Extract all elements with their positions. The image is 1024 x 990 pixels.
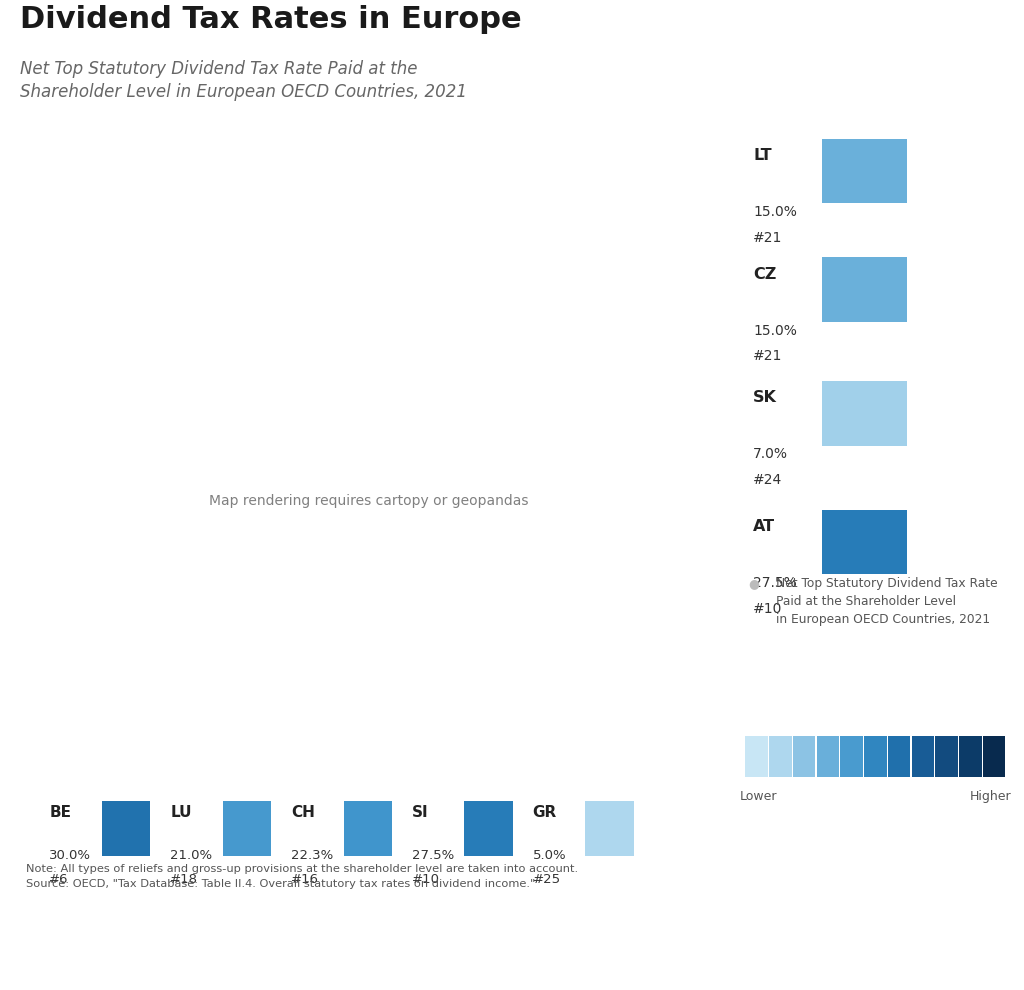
Text: Higher: Higher — [970, 790, 1012, 803]
Bar — [983, 736, 1006, 777]
Bar — [769, 736, 792, 777]
Text: SK: SK — [753, 390, 777, 406]
Text: #6: #6 — [49, 873, 69, 886]
Text: #21: #21 — [753, 231, 782, 245]
Text: #18: #18 — [170, 873, 198, 886]
Bar — [102, 801, 151, 855]
Text: #16: #16 — [291, 873, 318, 886]
Text: #10: #10 — [412, 873, 439, 886]
Text: 15.0%: 15.0% — [753, 324, 797, 338]
Text: #10: #10 — [753, 602, 782, 616]
Text: Lower: Lower — [740, 790, 778, 803]
Text: CZ: CZ — [753, 266, 776, 282]
Text: 27.5%: 27.5% — [412, 849, 454, 862]
Bar — [864, 736, 887, 777]
Text: 22.3%: 22.3% — [291, 849, 333, 862]
Text: LU: LU — [170, 806, 191, 821]
Bar — [822, 510, 907, 574]
Text: Map rendering requires cartopy or geopandas: Map rendering requires cartopy or geopan… — [209, 494, 528, 508]
Text: 7.0%: 7.0% — [753, 447, 788, 461]
Bar — [223, 801, 271, 855]
Text: BE: BE — [49, 806, 72, 821]
Text: SI: SI — [412, 806, 428, 821]
Text: 5.0%: 5.0% — [532, 849, 566, 862]
Bar — [911, 736, 934, 777]
Text: Net Top Statutory Dividend Tax Rate Paid at the
Shareholder Level in European OE: Net Top Statutory Dividend Tax Rate Paid… — [20, 59, 468, 101]
Text: 15.0%: 15.0% — [753, 205, 797, 219]
Bar — [586, 801, 634, 855]
Text: 21.0%: 21.0% — [170, 849, 212, 862]
Bar — [888, 736, 910, 777]
Bar — [817, 736, 840, 777]
Bar — [822, 139, 907, 203]
Text: GR: GR — [532, 806, 557, 821]
Text: 30.0%: 30.0% — [49, 849, 91, 862]
Bar — [344, 801, 392, 855]
Text: Net Top Statutory Dividend Tax Rate
Paid at the Shareholder Level
in European OE: Net Top Statutory Dividend Tax Rate Paid… — [776, 577, 997, 627]
Text: ●: ● — [749, 577, 759, 590]
Bar — [465, 801, 513, 855]
Text: CH: CH — [291, 806, 314, 821]
Bar — [935, 736, 957, 777]
Text: TAX FOUNDATION: TAX FOUNDATION — [15, 949, 209, 969]
Text: Note: All types of reliefs and gross-up provisions at the shareholder level are : Note: All types of reliefs and gross-up … — [26, 864, 578, 889]
Bar — [745, 736, 768, 777]
Bar — [793, 736, 815, 777]
Text: 27.5%: 27.5% — [753, 576, 797, 590]
Text: @TaxFoundation: @TaxFoundation — [872, 950, 1009, 968]
Text: #24: #24 — [753, 473, 782, 487]
Bar — [959, 736, 982, 777]
Bar — [822, 381, 907, 446]
Bar — [822, 257, 907, 322]
Text: Dividend Tax Rates in Europe: Dividend Tax Rates in Europe — [20, 5, 522, 34]
Text: #21: #21 — [753, 349, 782, 363]
Text: AT: AT — [753, 519, 775, 535]
Text: LT: LT — [753, 148, 772, 163]
Bar — [841, 736, 863, 777]
Text: #25: #25 — [532, 873, 561, 886]
